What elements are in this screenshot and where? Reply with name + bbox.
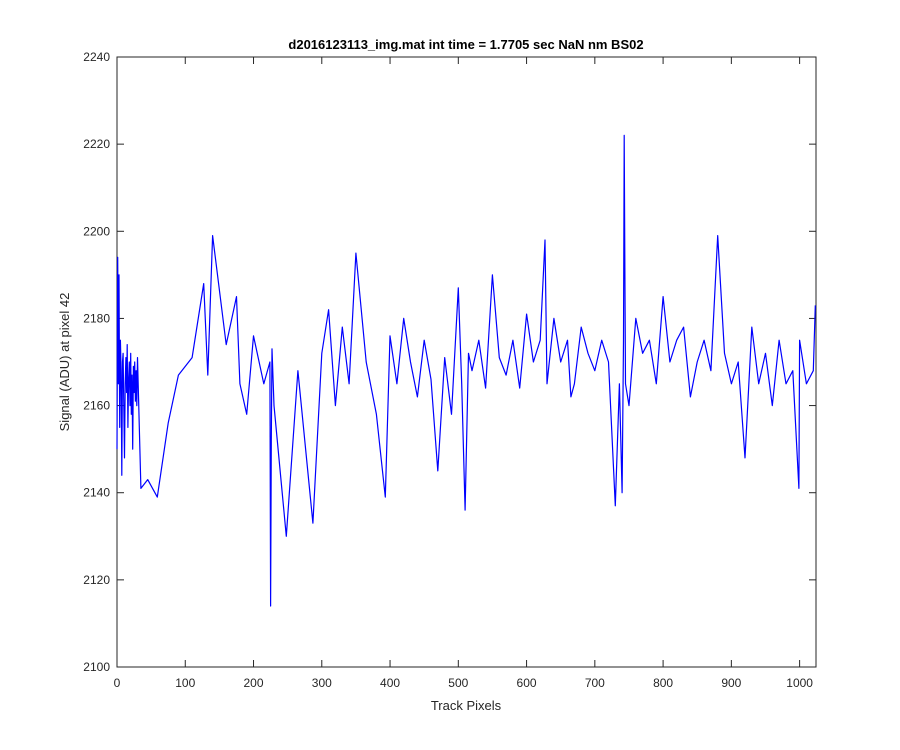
x-tick-label: 300 xyxy=(312,676,332,690)
y-tick-label: 2220 xyxy=(83,137,110,151)
x-tick-label: 200 xyxy=(244,676,264,690)
x-tick-label: 800 xyxy=(653,676,673,690)
plot-area xyxy=(116,56,817,668)
chart-title: d2016123113_img.mat int time = 1.7705 se… xyxy=(288,37,643,52)
y-tick-label: 2240 xyxy=(83,50,110,64)
y-tick-label: 2160 xyxy=(83,399,110,413)
x-tick-label: 400 xyxy=(380,676,400,690)
x-tick-label: 600 xyxy=(517,676,537,690)
x-tick-label: 500 xyxy=(448,676,468,690)
x-tick-label: 1000 xyxy=(786,676,813,690)
x-axis-label: Track Pixels xyxy=(431,698,502,713)
x-tick-label: 100 xyxy=(175,676,195,690)
x-tick-label: 700 xyxy=(585,676,605,690)
x-tick-label: 0 xyxy=(114,676,121,690)
signal-series-line xyxy=(116,134,816,607)
y-tick-label: 2100 xyxy=(83,660,110,674)
y-tick-label: 2120 xyxy=(83,573,110,587)
ticks-layer: 0 100 200 300 400 500 600 700 800 900 1000 2100 2120… xyxy=(83,50,816,690)
y-axis-label: Signal (ADU) at pixel 42 xyxy=(57,293,72,432)
y-tick-label: 2140 xyxy=(83,486,110,500)
x-tick-label: 900 xyxy=(721,676,741,690)
y-tick-label: 2200 xyxy=(83,224,110,238)
y-tick-label: 2180 xyxy=(83,311,110,325)
